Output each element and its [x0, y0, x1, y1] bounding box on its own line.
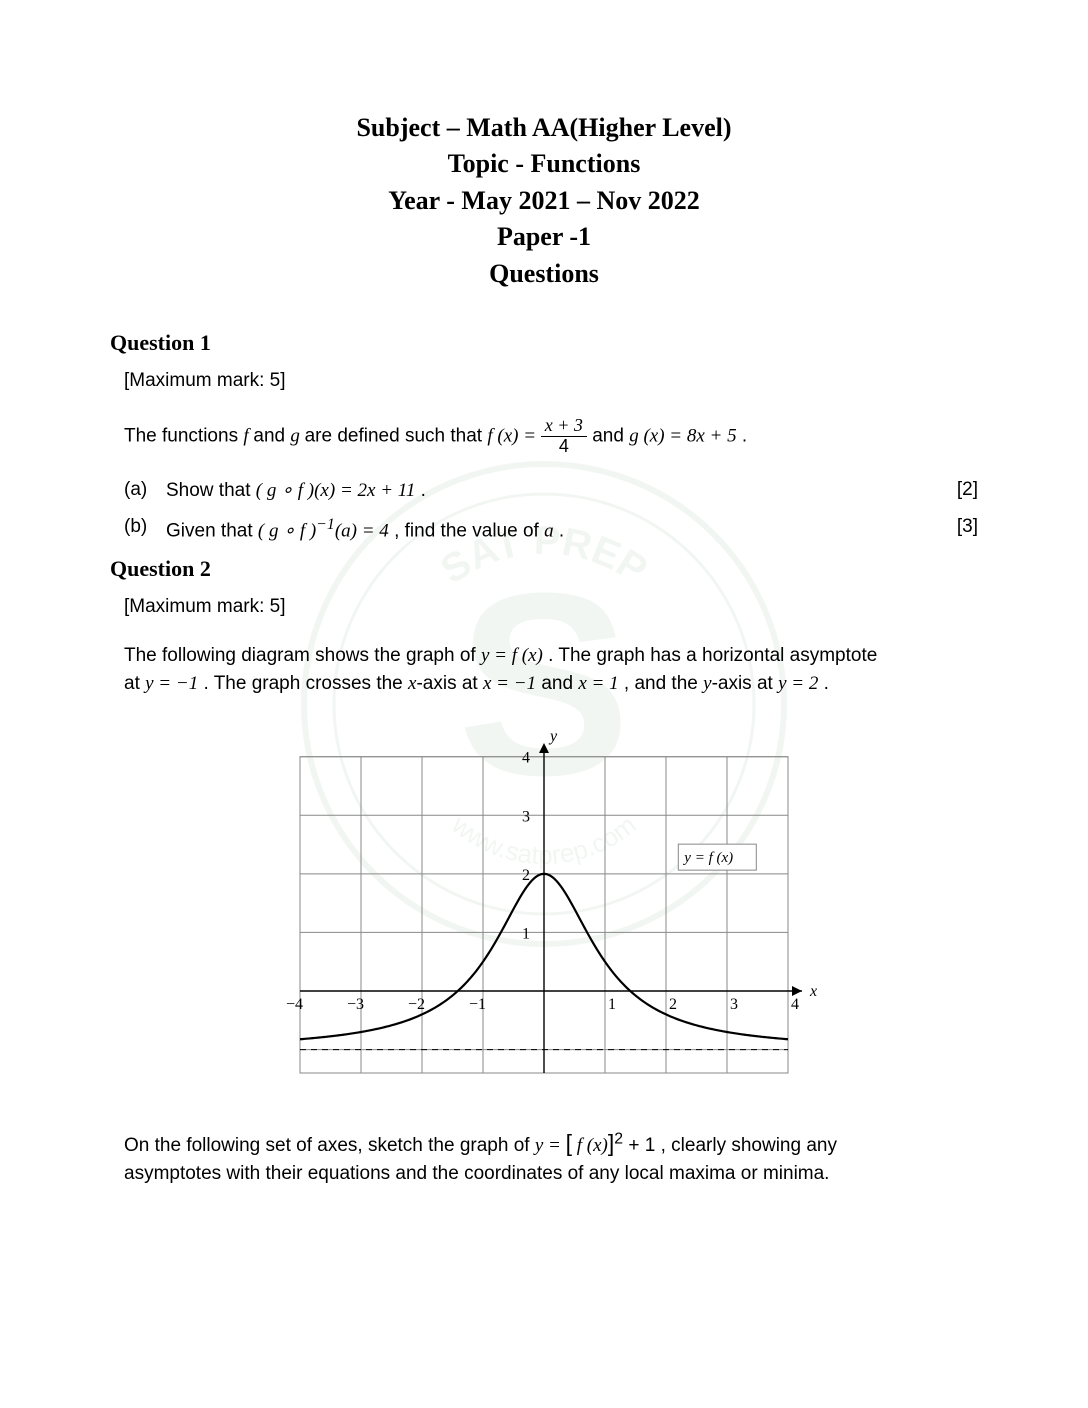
math-expr: y = 2 — [778, 673, 818, 694]
denominator: 4 — [541, 437, 587, 457]
text: . — [737, 425, 748, 446]
text: Show that — [166, 480, 256, 501]
svg-text:3: 3 — [730, 996, 738, 1013]
text: Given that — [166, 520, 258, 541]
svg-text:2: 2 — [669, 996, 677, 1013]
q1-part-a: (a) Show that ( g ∘ f )(x) = 2x + 11 . [… — [110, 479, 978, 502]
math-var: a — [544, 520, 554, 541]
text: , and the — [619, 673, 704, 694]
q2-instruction: On the following set of axes, sketch the… — [110, 1126, 978, 1189]
text: + 1 — [623, 1135, 655, 1156]
part-label: (b) — [124, 516, 166, 542]
header-year: Year - May 2021 – Nov 2022 — [110, 183, 978, 219]
math-fx: f (x) — [572, 1135, 608, 1156]
text: , find the value of — [389, 520, 544, 541]
q2-prompt: The following diagram shows the graph of… — [110, 642, 978, 699]
text: . The graph has a horizontal asymptote — [543, 645, 877, 666]
math-g: g — [290, 425, 304, 446]
header-questions: Questions — [110, 256, 978, 292]
fraction: x + 34 — [541, 416, 587, 457]
text: at — [124, 673, 145, 694]
text: -axis at — [712, 673, 779, 694]
svg-text:−3: −3 — [347, 996, 364, 1013]
q2-title: Question 2 — [110, 556, 978, 582]
graph-container: x y −4 −3 −2 −1 1 2 3 4 1 2 3 4 y = f (x) — [110, 721, 978, 1096]
text: -axis at — [416, 673, 483, 694]
header-subject: Subject – Math AA(Higher Level) — [110, 110, 978, 146]
math-gx: g (x) = 8x + 5 — [629, 425, 736, 446]
svg-text:−4: −4 — [286, 996, 303, 1013]
q2-max-mark: [Maximum mark: 5] — [110, 596, 978, 618]
part-text: Given that ( g ∘ f )−1(a) = 4 , find the… — [166, 516, 938, 542]
text: . — [818, 673, 829, 694]
text: . — [415, 480, 426, 501]
text: , clearly showing any — [655, 1135, 837, 1156]
svg-text:y = f (x): y = f (x) — [682, 850, 733, 866]
svg-text:1: 1 — [608, 996, 616, 1013]
function-graph: x y −4 −3 −2 −1 1 2 3 4 1 2 3 4 y = f (x) — [264, 721, 824, 1091]
math-fx-lhs: f (x) = — [487, 425, 540, 446]
svg-text:1: 1 — [522, 925, 530, 942]
text: are defined such that — [305, 425, 488, 446]
math-expr: y = f (x) — [481, 645, 543, 666]
text: The following diagram shows the graph of — [124, 645, 481, 666]
math-expr: ( g ∘ f )(x) = 2x + 11 — [256, 480, 416, 501]
text: On the following set of axes, sketch the… — [124, 1135, 535, 1156]
numerator: x + 3 — [541, 416, 587, 437]
text: . — [554, 520, 565, 541]
math-expr: x = 1 — [578, 673, 618, 694]
q1-prompt: The functions f and g are defined such t… — [110, 416, 978, 457]
q1-title: Question 1 — [110, 330, 978, 356]
svg-text:x: x — [809, 983, 817, 1000]
svg-text:2: 2 — [522, 867, 530, 884]
svg-text:y: y — [548, 728, 558, 745]
svg-text:4: 4 — [522, 750, 530, 767]
superscript: 2 — [614, 1131, 623, 1148]
text: The functions — [124, 425, 243, 446]
page-content: Subject – Math AA(Higher Level) Topic - … — [110, 110, 978, 1189]
q1-max-mark: [Maximum mark: 5] — [110, 370, 978, 392]
math-expr: x = −1 — [483, 673, 536, 694]
math-expr: ( g ∘ f ) — [258, 520, 316, 541]
q1-part-b: (b) Given that ( g ∘ f )−1(a) = 4 , find… — [110, 516, 978, 542]
part-text: Show that ( g ∘ f )(x) = 2x + 11 . — [166, 479, 938, 502]
math-f: f — [243, 425, 253, 446]
math-y: y — [703, 673, 711, 694]
text: and — [536, 673, 578, 694]
part-label: (a) — [124, 479, 166, 502]
document-header: Subject – Math AA(Higher Level) Topic - … — [110, 110, 978, 292]
superscript: −1 — [316, 516, 335, 533]
part-marks: [2] — [938, 479, 978, 502]
svg-text:−1: −1 — [469, 996, 486, 1013]
svg-text:−2: −2 — [408, 996, 425, 1013]
svg-text:4: 4 — [791, 996, 799, 1013]
text: and — [587, 425, 629, 446]
text: asymptotes with their equations and the … — [124, 1163, 829, 1184]
math-expr: (a) = 4 — [335, 520, 389, 541]
math-expr: y = −1 — [145, 673, 198, 694]
part-marks: [3] — [938, 516, 978, 542]
header-paper: Paper -1 — [110, 219, 978, 255]
header-topic: Topic - Functions — [110, 146, 978, 182]
text: and — [253, 425, 290, 446]
question-1: Question 1 [Maximum mark: 5] The functio… — [110, 330, 978, 542]
svg-text:3: 3 — [522, 808, 530, 825]
question-2: Question 2 [Maximum mark: 5] The followi… — [110, 556, 978, 1189]
text: . The graph crosses the — [198, 673, 408, 694]
math-y: y = — [535, 1135, 566, 1156]
